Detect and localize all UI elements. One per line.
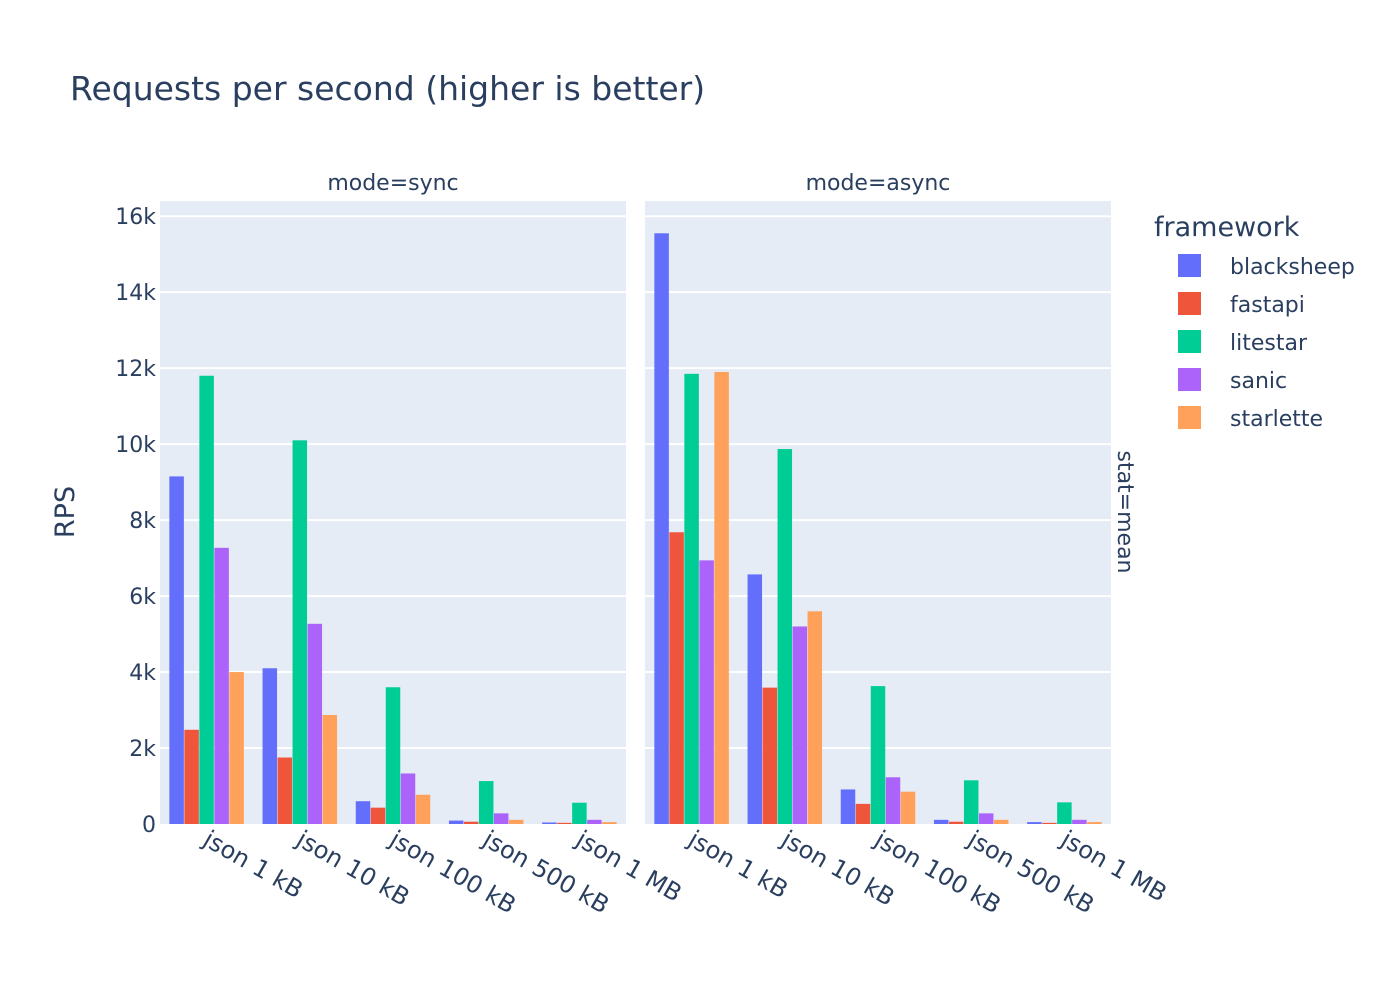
bar-litestar xyxy=(385,687,401,824)
bar-blacksheep xyxy=(840,789,856,824)
bar-starlette xyxy=(807,611,823,824)
bar-litestar xyxy=(684,373,699,824)
bar-fastapi xyxy=(855,803,871,824)
bar-blacksheep xyxy=(448,820,464,824)
bar-fastapi xyxy=(669,532,684,824)
legend-swatch-litestar xyxy=(1178,330,1201,353)
bar-fastapi xyxy=(557,822,572,824)
bar-starlette xyxy=(415,794,431,824)
bar-starlette xyxy=(714,371,729,824)
bar-sanic xyxy=(978,813,994,824)
bar-blacksheep xyxy=(262,668,278,824)
bar-litestar xyxy=(1057,802,1072,824)
bar-blacksheep xyxy=(355,801,371,824)
bar-sanic xyxy=(1072,819,1087,824)
bar-starlette xyxy=(229,672,244,824)
bar-sanic xyxy=(307,623,323,824)
facet-title: mode=sync xyxy=(327,171,458,196)
bar-fastapi xyxy=(184,729,199,824)
bar-starlette xyxy=(322,714,338,824)
y-axis-title: RPS xyxy=(50,486,81,538)
bar-litestar xyxy=(870,686,886,824)
chart-title: Requests per second (higher is better) xyxy=(70,69,705,108)
bar-starlette xyxy=(508,819,524,824)
bar-blacksheep xyxy=(933,819,949,824)
bar-sanic xyxy=(400,773,416,824)
bar-sanic xyxy=(885,777,901,824)
bar-starlette xyxy=(900,791,916,824)
bar-litestar xyxy=(572,802,587,824)
y-tick-label: 8k xyxy=(129,509,156,534)
bar-blacksheep xyxy=(654,233,669,825)
y-tick-label: 10k xyxy=(115,433,156,458)
bar-litestar xyxy=(777,449,793,824)
legend: framework blacksheep fastapi litestar sanic… xyxy=(1154,212,1355,432)
bar-starlette xyxy=(602,822,617,824)
y-tick-label: 16k xyxy=(115,205,156,230)
bar-blacksheep xyxy=(1027,822,1042,824)
legend-title: framework xyxy=(1154,212,1300,243)
y-tick-label: 6k xyxy=(129,585,156,610)
bar-fastapi xyxy=(277,757,293,824)
legend-label-fastapi: fastapi xyxy=(1230,293,1305,318)
bar-fastapi xyxy=(762,687,778,824)
bar-starlette xyxy=(993,819,1009,824)
y-tick-label: 2k xyxy=(129,737,156,762)
bar-blacksheep xyxy=(747,574,763,824)
legend-swatch-fastapi xyxy=(1178,292,1201,315)
row-facet-label: stat=mean xyxy=(1112,450,1137,573)
bar-blacksheep xyxy=(169,476,184,824)
bar-fastapi xyxy=(1042,822,1057,824)
legend-label-blacksheep: blacksheep xyxy=(1230,255,1355,280)
bar-litestar xyxy=(199,375,214,824)
legend-swatch-starlette xyxy=(1178,406,1201,429)
y-tick-label: 12k xyxy=(115,357,156,382)
y-tick-label: 14k xyxy=(115,281,156,306)
bar-litestar xyxy=(292,440,308,824)
bar-fastapi xyxy=(370,807,386,824)
y-tick-label: 0 xyxy=(142,813,156,838)
legend-label-litestar: litestar xyxy=(1230,331,1308,356)
bar-sanic xyxy=(587,819,602,824)
y-tick-label: 4k xyxy=(129,661,156,686)
legend-swatch-blacksheep xyxy=(1178,254,1201,277)
legend-label-starlette: starlette xyxy=(1230,407,1323,432)
bar-litestar xyxy=(478,781,494,824)
bar-sanic xyxy=(792,626,808,824)
bar-starlette xyxy=(1087,822,1102,824)
bar-litestar xyxy=(963,780,979,824)
bar-fastapi xyxy=(948,821,964,824)
bar-sanic xyxy=(493,813,509,824)
legend-swatch-sanic xyxy=(1178,368,1201,391)
facet-title: mode=async xyxy=(806,171,951,196)
legend-label-sanic: sanic xyxy=(1230,369,1287,394)
bar-blacksheep xyxy=(542,822,557,824)
bar-fastapi xyxy=(463,821,479,824)
bar-sanic xyxy=(214,547,229,824)
bar-sanic xyxy=(699,560,714,824)
